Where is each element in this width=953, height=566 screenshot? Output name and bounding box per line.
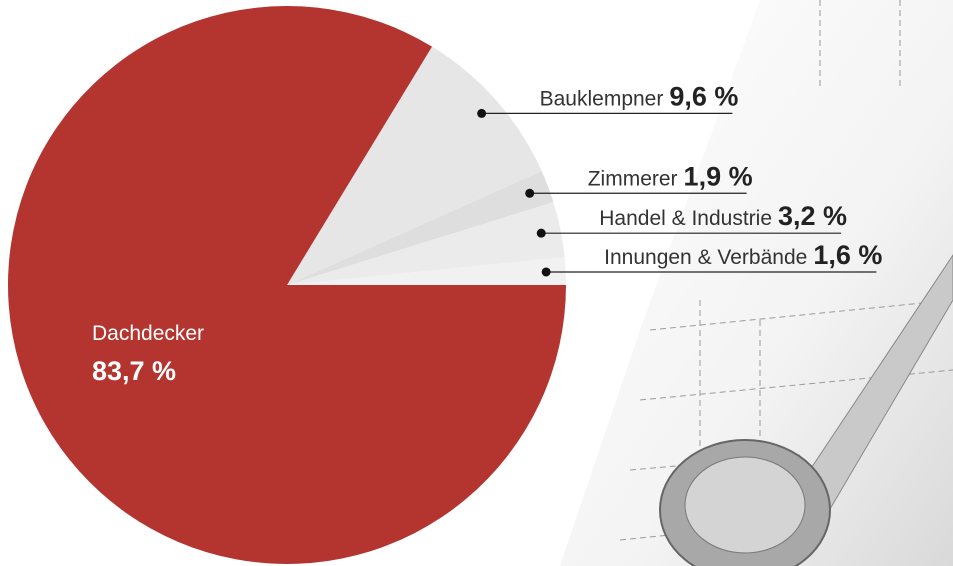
slice-label: Dachdecker [92,322,204,345]
leader-dot [542,267,551,276]
leader-dot [537,229,546,238]
chart: Innungen & Verbände 1,6 % Handel & Industr… [0,0,953,566]
leader-dot [525,189,534,198]
slice-value: 1,6 % [813,240,882,270]
slice-value: 3,2 % [778,201,847,231]
leader-dot [477,109,486,118]
slice-name: Handel & Industrie [599,207,772,230]
slice-name: Bauklempner [540,87,664,110]
slice-name: Innungen & Verbände [604,246,807,269]
slice-name: Zimmerer [588,167,678,190]
slice-value: 9,6 % [669,81,738,111]
slice-value: 83,7 % [92,356,176,386]
slice-value: 1,9 % [684,161,753,191]
